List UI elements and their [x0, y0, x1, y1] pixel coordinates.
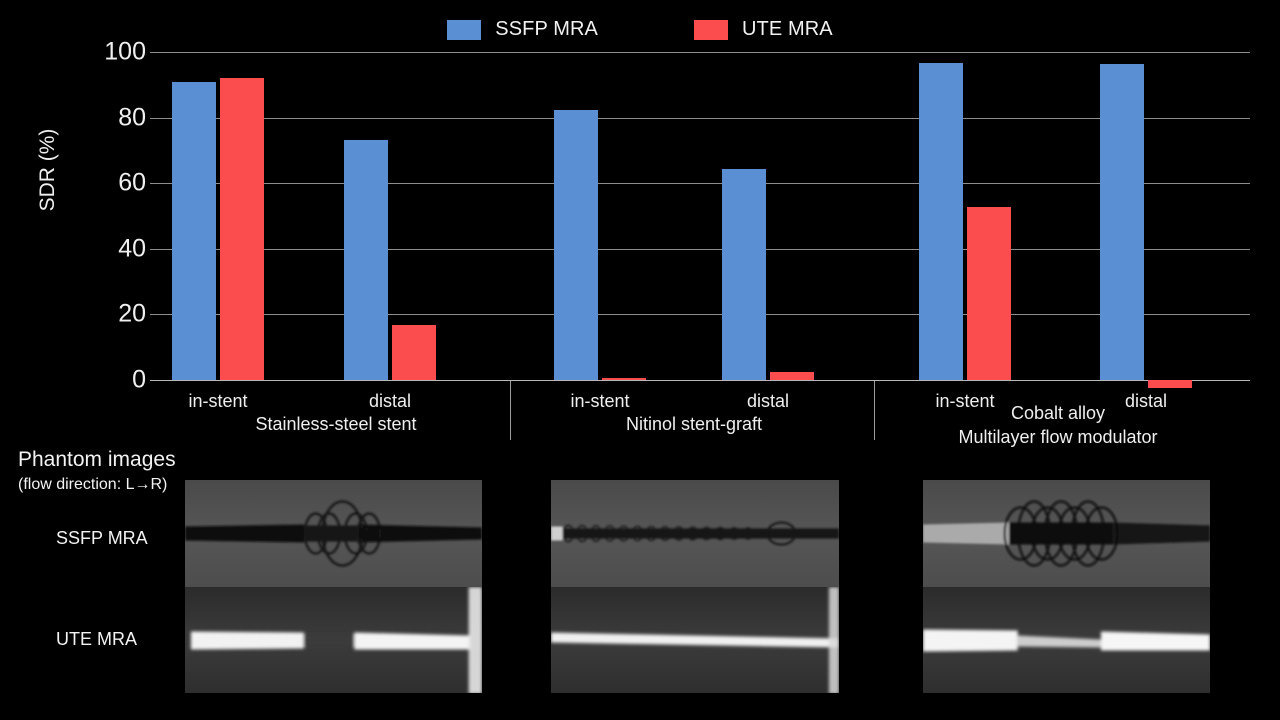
gridline: [150, 117, 1250, 119]
legend-swatch-ssfp: [447, 19, 482, 40]
bar-ute-mra-0: [220, 77, 264, 380]
phantom-image-ssfp-0: [185, 480, 482, 587]
phantom-row-label-ute: UTE MRA: [56, 629, 137, 649]
gridline: [150, 314, 1250, 316]
legend-entry-ssfp: SSFP MRA: [447, 18, 598, 41]
bar-ssfp-mra-1: [344, 140, 388, 380]
phantom-image-ssfp-2: [923, 480, 1210, 587]
x-group-label-2: Multilayer flow modulator: [958, 427, 1158, 447]
phantom-panel-0: [185, 480, 482, 693]
bar-ssfp-mra-3: [722, 168, 766, 380]
group-divider: [510, 381, 511, 440]
phantom-panel-1: [551, 480, 839, 693]
x-tick-label-3: distal: [746, 391, 790, 411]
phantom-row-label-ssfp: SSFP MRA: [56, 528, 148, 548]
bar-ssfp-mra-5: [1100, 64, 1144, 380]
x-group-label-0: Stainless-steel stent: [255, 414, 417, 434]
phantom-image-ssfp-1: [551, 480, 839, 587]
gridline: [150, 183, 1250, 185]
bar-ute-mra-2: [602, 378, 646, 380]
phantom-image-ute-0: [185, 586, 482, 693]
phantom-image-ute-2: [923, 586, 1210, 693]
x-tick-label-4: in-stent: [935, 391, 995, 411]
y-axis-tick-label: 40: [118, 234, 146, 263]
y-axis-tick-label: 20: [118, 299, 146, 328]
x-tick-label-1: distal: [368, 391, 412, 411]
bar-ute-mra-3: [770, 372, 814, 380]
y-axis-tick-label: 60: [118, 168, 146, 197]
bar-ssfp-mra-0: [172, 82, 216, 380]
bar-ute-mra-4: [967, 207, 1011, 380]
phantom-flow-direction-note: (flow direction: L→R): [18, 476, 168, 493]
bar-ute-mra-5: [1148, 380, 1192, 389]
group-divider: [874, 381, 875, 440]
legend-swatch-ute: [693, 19, 728, 40]
phantom-section-title: Phantom images: [18, 448, 176, 471]
chart-legend: SSFP MRA UTE MRA: [0, 18, 1280, 41]
phantom-image-ute-1: [551, 586, 839, 693]
legend-label-ute: UTE MRA: [741, 18, 833, 40]
y-axis-tick-label: 100: [104, 37, 146, 66]
legend-entry-ute: UTE MRA: [693, 18, 833, 41]
bar-ssfp-mra-4: [919, 62, 963, 380]
bar-chart-plot: 0 20 40 60 80 100: [104, 38, 1250, 394]
legend-label-ssfp: SSFP MRA: [495, 18, 598, 40]
y-axis-tick-label: 80: [118, 103, 146, 132]
x-group-sublabel-2: Cobalt alloy: [1010, 403, 1106, 423]
y-axis-tick-label: 0: [132, 365, 146, 394]
x-tick-label-0: in-stent: [188, 391, 248, 411]
x-tick-label-5: distal: [1124, 391, 1168, 411]
gridline: [150, 52, 1250, 53]
x-group-label-1: Nitinol stent-graft: [625, 414, 763, 434]
gridline: [150, 248, 1250, 250]
phantom-panel-2: [923, 480, 1210, 693]
bar-ssfp-mra-2: [554, 110, 598, 380]
bar-ute-mra-1: [392, 324, 436, 380]
axis-baseline: [150, 380, 1250, 381]
x-tick-label-2: in-stent: [570, 391, 630, 411]
